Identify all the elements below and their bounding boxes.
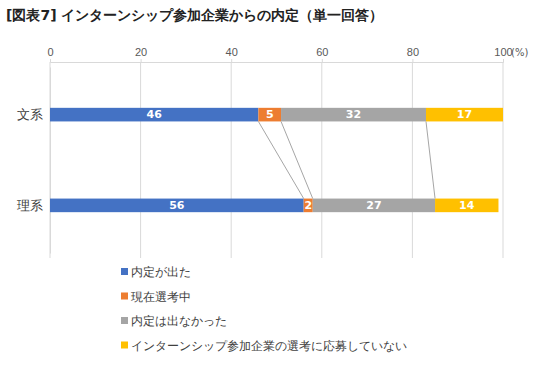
- x-axis: 0 20 40 60 80 100: [47, 46, 512, 63]
- title: [図表7] インターンシップ参加企業からの内定（単一回答）: [6, 7, 383, 23]
- legend-swatch: [121, 293, 128, 300]
- data-label: 27: [366, 199, 381, 212]
- legend-item: 内定が出た: [121, 265, 191, 279]
- grid-line: [231, 62, 232, 258]
- y-axis-line: [50, 68, 51, 254]
- legend-label: 内定が出た: [131, 265, 191, 279]
- x-tick-label: 20: [135, 46, 147, 58]
- legend-label: インターンシップ参加企業の選考に応募していない: [131, 339, 407, 353]
- x-tick-mark: [503, 59, 504, 62]
- series-lines: [258, 121, 435, 198]
- x-tick-label: 80: [407, 46, 419, 58]
- bar: [50, 199, 304, 213]
- legend: 内定が出た現在選考中内定は出なかったインターンシップ参加企業の選考に応募していな…: [121, 265, 407, 353]
- x-tick-mark: [322, 59, 323, 62]
- grid-line: [412, 62, 413, 258]
- data-label: 56: [169, 199, 185, 212]
- grid-line: [321, 62, 322, 258]
- grid: [50, 62, 503, 258]
- bar: [313, 199, 435, 213]
- legend-label: 内定は出なかった: [131, 314, 227, 328]
- x-tick-label: 40: [226, 46, 238, 58]
- legend-label: 現在選考中: [131, 290, 191, 304]
- legend-item: 内定は出なかった: [121, 314, 227, 328]
- bar: [304, 199, 313, 213]
- data-label: 46: [147, 108, 163, 121]
- data-labels: 46 56 5 2 32 27 17 14: [147, 108, 475, 212]
- y-tick: 文系: [17, 107, 50, 122]
- x-tick: 20: [135, 46, 147, 62]
- legend-item: 現在選考中: [121, 290, 191, 304]
- y-axis: 文系理系: [17, 68, 51, 254]
- y-tick: 理系: [17, 198, 50, 213]
- x-axis-title: (%): [511, 47, 528, 58]
- legend-item: インターンシップ参加企業の選考に応募していない: [121, 339, 407, 353]
- data-label: 17: [457, 108, 472, 121]
- bar: [435, 199, 498, 213]
- bar: [258, 108, 281, 122]
- x-tick-mark: [412, 59, 413, 62]
- x-tick: 40: [226, 46, 238, 62]
- x-tick-mark: [231, 59, 232, 62]
- x-tick-label: 60: [316, 46, 328, 58]
- x-tick: 80: [407, 46, 419, 62]
- legend-swatch: [121, 268, 128, 275]
- grid-line: [503, 62, 504, 258]
- x-tick-mark: [141, 59, 142, 62]
- grid-line: [50, 62, 51, 258]
- x-tick: 60: [316, 46, 328, 62]
- series-line: [426, 121, 435, 198]
- series-line: [281, 121, 313, 198]
- data-label: 2: [304, 199, 312, 212]
- x-tick: 0: [47, 46, 53, 62]
- x-tick-mark: [50, 59, 51, 62]
- x-axis-line: [51, 59, 504, 63]
- x-tick: 100: [494, 46, 512, 62]
- data-label: 32: [346, 108, 361, 121]
- bar: [281, 108, 426, 122]
- legend-swatch: [121, 342, 128, 349]
- y-tick-label: 文系: [17, 107, 43, 122]
- x-tick-label: 0: [47, 46, 53, 58]
- grid-line: [140, 62, 141, 258]
- data-label: 5: [266, 108, 274, 121]
- chart: [図表7] インターンシップ参加企業からの内定（単一回答） 0 20 40 60 80 10…: [0, 0, 559, 369]
- bar: [50, 108, 258, 122]
- x-tick-label: 100: [494, 46, 512, 58]
- data-label: 14: [459, 199, 475, 212]
- legend-swatch: [121, 317, 128, 324]
- bars: [50, 108, 503, 212]
- y-tick-label: 理系: [17, 198, 43, 213]
- bar: [426, 108, 503, 122]
